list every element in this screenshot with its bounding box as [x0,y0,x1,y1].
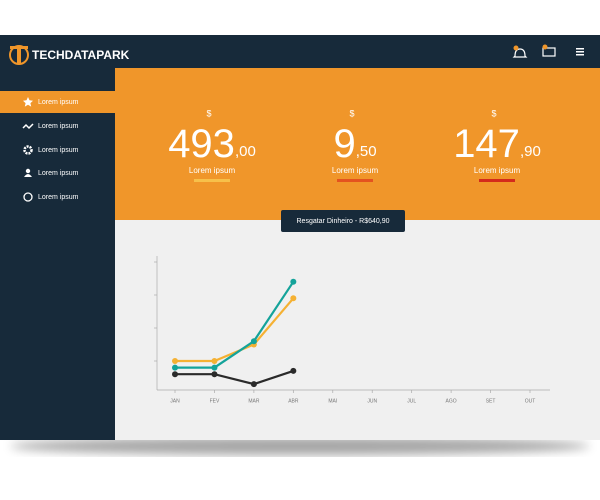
bell-badge [513,45,519,51]
x-tick-label: AGO [446,398,457,404]
header-icons [512,44,584,58]
x-tick-label: JUN [367,398,377,404]
series-point [290,367,297,374]
x-tick-label: MAR [248,398,260,404]
sidebar-label[interactable]: Lorem ipsum [38,170,79,177]
series-point [290,278,297,285]
sidebar-icon [23,145,33,155]
x-tick-label: MAI [328,398,337,404]
sidebar-label[interactable]: Lorem ipsum [38,99,79,106]
redeem-button-label: Resgatar Dinheiro - R$640,90 [297,218,390,225]
stat-underline [337,179,373,182]
stat-decimal: ,90 [520,143,541,160]
series-line [175,369,294,386]
trend-icon [22,123,34,130]
sidebar-label[interactable]: Lorem ipsum [38,123,79,130]
stat-underline [194,179,230,182]
series-point [172,358,178,364]
stat-currency: $ [491,108,496,118]
stat-decimal: ,50 [356,143,377,160]
sidebar-label[interactable]: Lorem ipsum [38,194,79,201]
dollar-icon [23,192,33,202]
x-tick-label: ABR [288,398,299,404]
logo-text: TECHDATAPARK [32,48,130,62]
stat-label: Lorem ipsum [474,166,521,175]
series-point [211,364,218,371]
stat-currency: $ [206,108,211,118]
redeem-button[interactable] [281,210,405,232]
stat-value: 147,90 [453,122,541,166]
stat-currency: $ [349,108,354,118]
user-body [24,174,32,177]
stats-panel [115,68,600,220]
stat-value: 493,00 [168,122,256,166]
series-point [211,371,218,378]
series-point [172,364,178,371]
stat-label: Lorem ipsum [189,166,236,175]
sidebar-icon [22,123,34,130]
series-line [175,281,295,369]
shadow [10,437,590,455]
header [0,35,600,68]
sidebar-active [0,91,115,113]
series-point [290,295,297,302]
x-tick-label: SET [486,398,496,404]
stat-underline [479,179,515,182]
logo-icon [9,45,29,65]
series-point [250,338,257,345]
stat-decimal: ,00 [235,143,256,160]
user-head [25,168,31,174]
stat-integer: 493 [168,122,235,166]
sidebar-icon [24,168,32,177]
mail-icon[interactable] [542,47,556,57]
mail-badge [542,44,548,50]
star-icon [22,97,33,107]
series-point [211,358,218,364]
stat-label: Lorem ipsum [332,166,379,175]
series-line [175,297,295,363]
sidebar-label[interactable]: Lorem ipsum [38,147,79,154]
stat-integer: 147 [453,122,520,166]
sidebar [0,68,115,440]
series-point [172,371,178,378]
sidebar-icon [22,97,33,107]
series-point [250,381,257,388]
x-tick-label: JAN [170,398,180,404]
gear-icon [23,145,33,155]
x-tick-label: JUL [407,398,416,404]
x-tick-label: FEV [210,398,220,404]
stat-integer: 9 [333,122,355,166]
sidebar-icon [23,192,33,202]
menu-icon[interactable] [576,48,584,56]
bell-icon[interactable] [512,48,528,58]
x-tick-label: OUT [525,398,536,404]
stat-value: 9,50 [333,122,376,166]
